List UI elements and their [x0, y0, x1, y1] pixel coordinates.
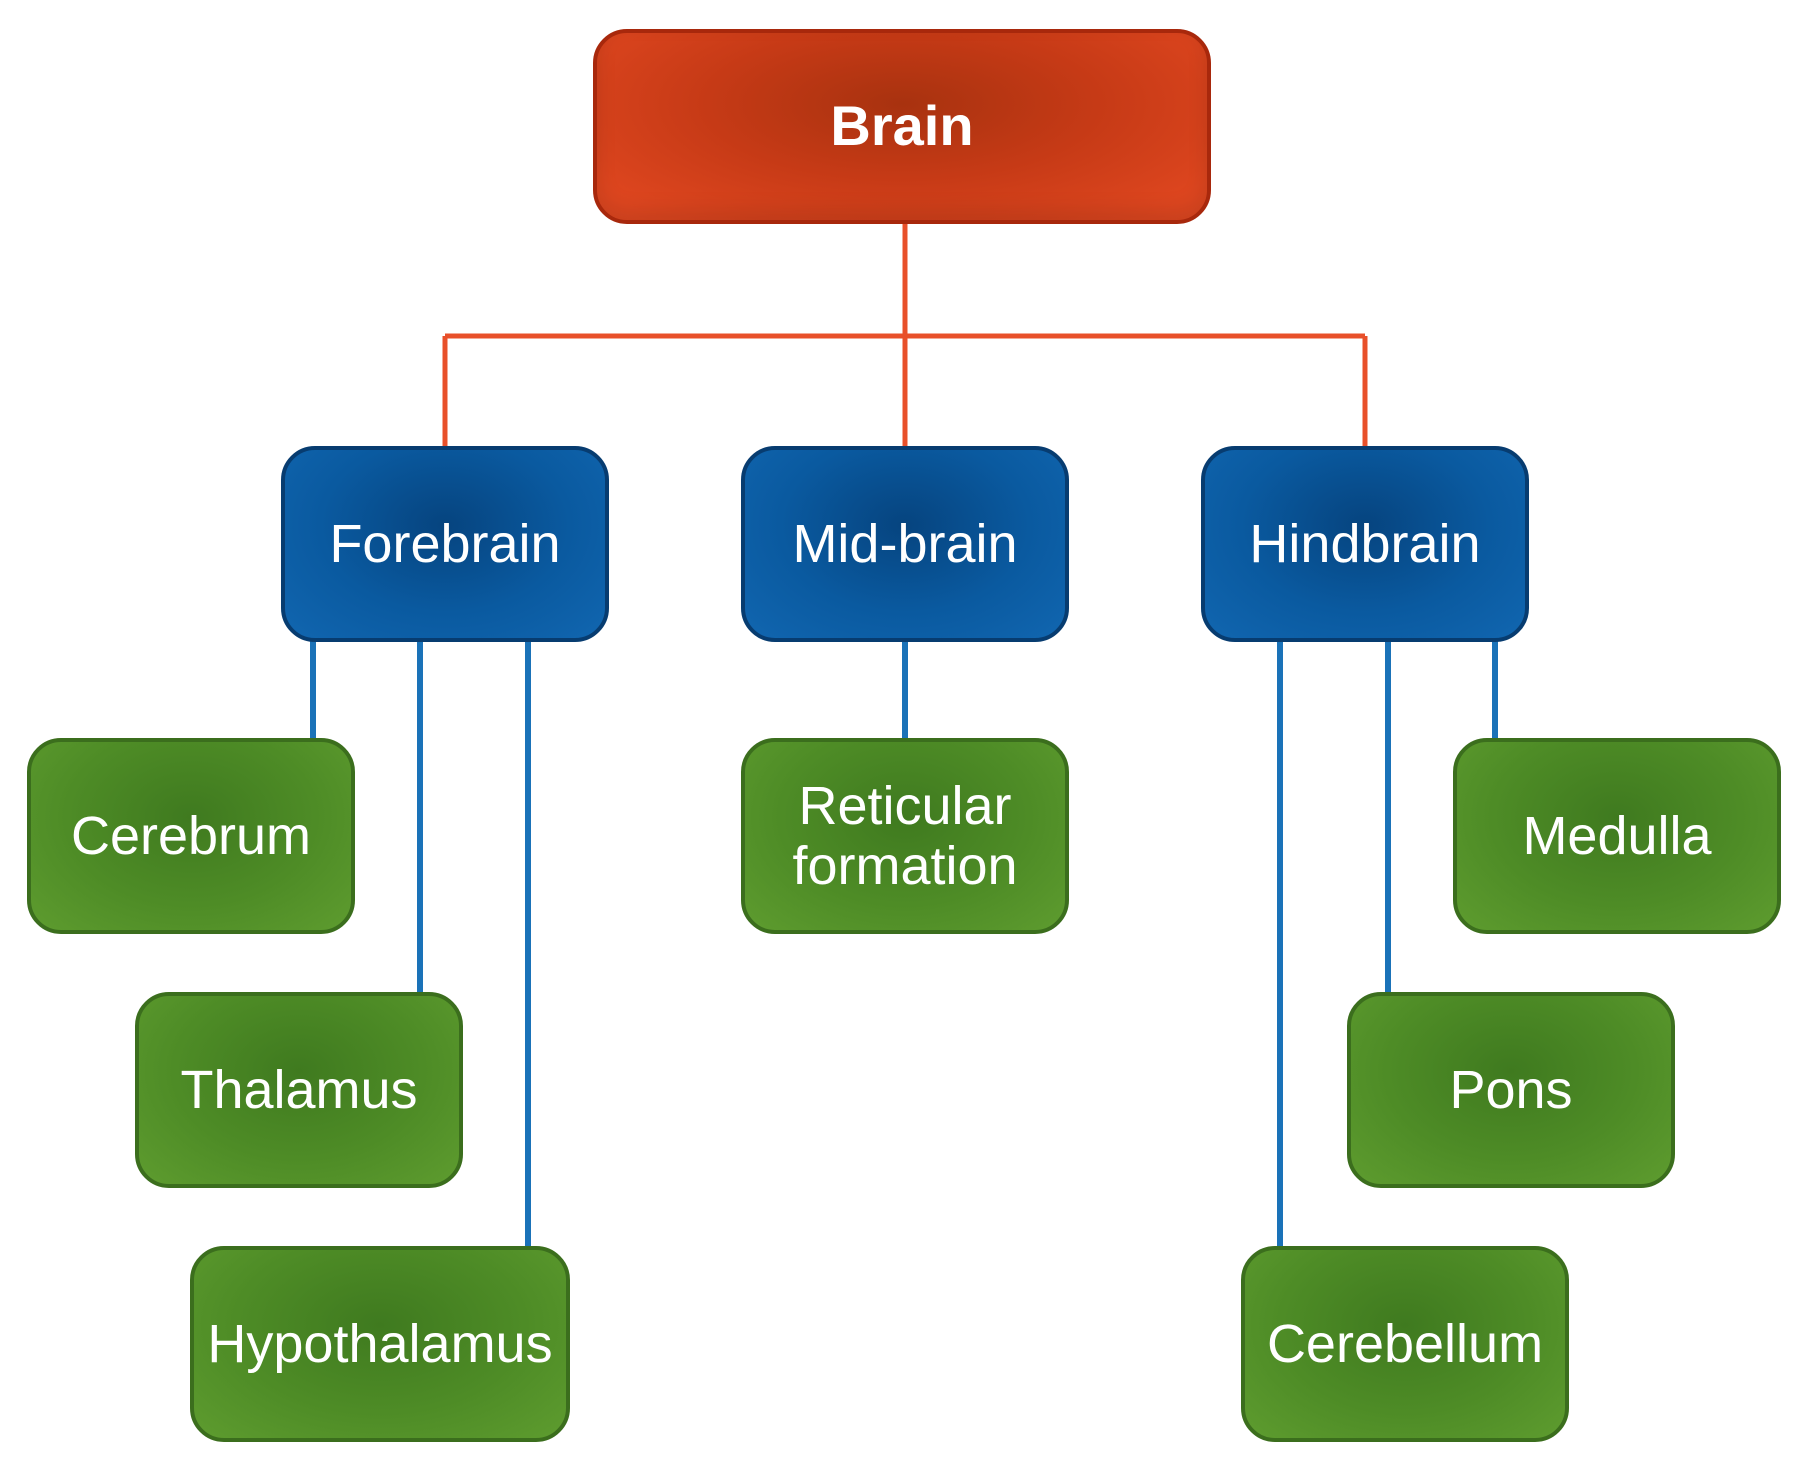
- cerebellum-label: Cerebellum: [1266, 1313, 1544, 1374]
- reticular-formation-line-2: formation: [792, 836, 1018, 896]
- midbrain-node: Mid-brain: [741, 446, 1069, 642]
- cerebrum-label: Cerebrum: [70, 805, 312, 866]
- hypothalamus-label: Hypothalamus: [207, 1313, 553, 1374]
- medulla-node: Medulla: [1453, 738, 1781, 934]
- cerebrum-node: Cerebrum: [27, 738, 355, 934]
- thalamus-node: Thalamus: [135, 992, 463, 1188]
- cerebellum-node: Cerebellum: [1241, 1246, 1569, 1442]
- reticular-formation-line-1: Reticular: [798, 775, 1012, 836]
- forebrain-node: Forebrain: [281, 446, 609, 642]
- midbrain-label: Mid-brain: [792, 513, 1018, 574]
- brain-label: Brain: [830, 94, 974, 158]
- hindbrain-label: Hindbrain: [1249, 513, 1481, 574]
- pons-node: Pons: [1347, 992, 1675, 1188]
- thalamus-label: Thalamus: [180, 1059, 418, 1120]
- hindbrain-node: Hindbrain: [1201, 446, 1529, 642]
- pons-label: Pons: [1449, 1059, 1573, 1120]
- hypothalamus-node: Hypothalamus: [190, 1246, 570, 1442]
- medulla-label: Medulla: [1522, 805, 1712, 866]
- reticular-formation-node: Reticular formation: [741, 738, 1069, 934]
- forebrain-label: Forebrain: [329, 513, 561, 574]
- brain-node: Brain: [593, 29, 1211, 224]
